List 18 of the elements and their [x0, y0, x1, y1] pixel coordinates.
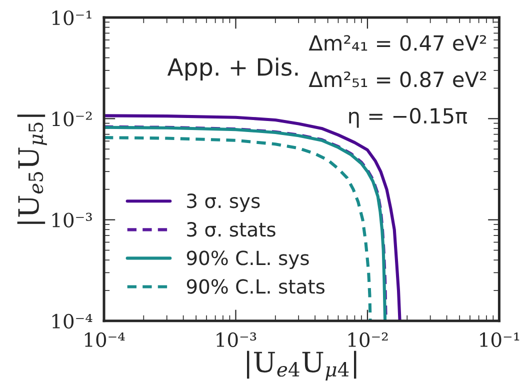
legend-label: 90% C.L. stats: [186, 279, 324, 294]
x-axis-title: |U$_{e4}$U$_{μ4}$|: [246, 350, 356, 380]
x-tick-label: 10⁻⁴: [84, 332, 125, 348]
y-tick-label: 10⁻¹: [52, 10, 92, 26]
annotation: η = −0.15π: [349, 108, 468, 128]
x-tick-label: 10⁻¹: [480, 332, 520, 348]
x-tick-label: 10⁻²: [348, 332, 388, 348]
y-axis-title: |U$_{e5}$U$_{μ5}$|: [17, 114, 47, 224]
y-tick-label: 10⁻⁴: [52, 314, 92, 329]
legend-label: 3 σ. stats: [187, 222, 276, 237]
x-tick-label: 10⁻³: [216, 332, 256, 348]
y-tick-label: 10⁻²: [52, 112, 92, 126]
y-tick-label: 10⁻³: [52, 212, 92, 228]
annotation: App. + Dis.: [167, 58, 298, 81]
legend-label: 3 σ. sys: [187, 193, 260, 212]
annotation: Δm²₅₁ = 0.87 eV²: [308, 72, 486, 88]
annotation: Δm²₄₁ = 0.47 eV²: [308, 35, 486, 51]
legend-label: 90% C.L. sys: [186, 250, 309, 270]
